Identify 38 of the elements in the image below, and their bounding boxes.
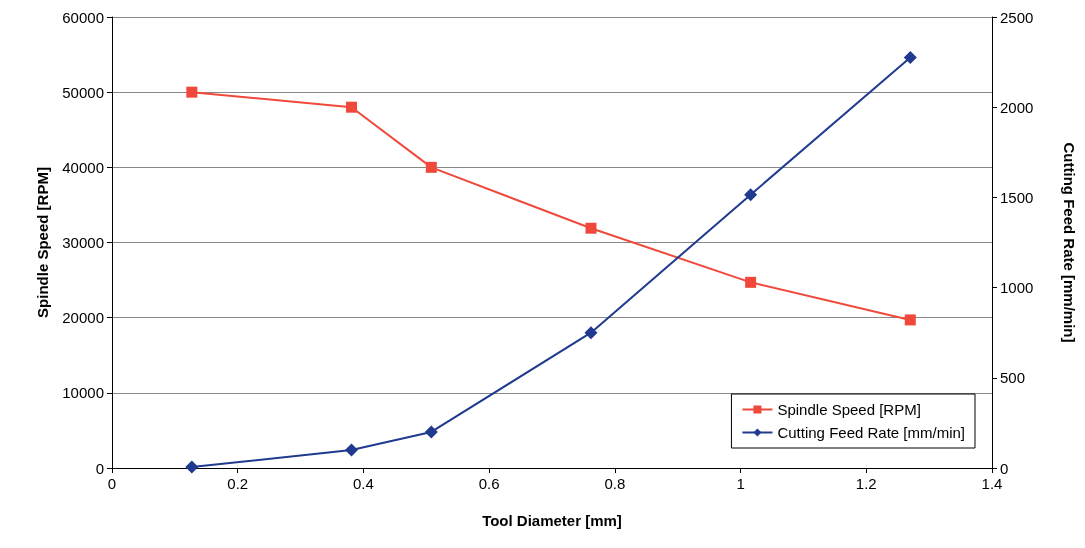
- y2-tick-label: 0: [1000, 459, 1009, 477]
- point: [344, 443, 358, 457]
- point: [425, 161, 437, 173]
- point: [904, 314, 916, 326]
- y2-tick-label: 2500: [1000, 8, 1034, 26]
- y-tick-label: 0: [95, 459, 104, 477]
- point: [903, 51, 917, 65]
- point: [584, 326, 598, 340]
- y-tick-label: 10000: [62, 384, 104, 402]
- x-tick-label: 0: [107, 475, 117, 492]
- x-axis-title: Tool Diameter [mm]: [482, 512, 622, 529]
- x-tick-label: 0.8: [604, 475, 626, 492]
- x-tick-label: 0.4: [353, 475, 374, 492]
- x-tick-label: 0.6: [478, 475, 500, 492]
- point: [185, 460, 199, 474]
- x-tick-label: 0.2: [227, 475, 249, 492]
- y-tick-label: 40000: [62, 158, 104, 176]
- y-tick-label: 30000: [62, 234, 104, 251]
- x-tick-label: 1.2: [855, 475, 877, 492]
- point: [345, 101, 357, 113]
- x-tick-label: 1: [736, 475, 745, 492]
- y2-axis-title: Cutting Feed Rate [mm/min]: [1061, 142, 1078, 343]
- point: [186, 86, 198, 98]
- legend-label: Cutting Feed Rate [mm/min]: [777, 424, 966, 441]
- point: [744, 188, 758, 202]
- y2-tick-label: 2000: [1000, 98, 1034, 116]
- y-axis-title: Spindle Speed [RPM]: [34, 167, 51, 318]
- y2-tick-label: 1000: [1000, 279, 1034, 297]
- point: [424, 425, 438, 439]
- y2-tick-label: 1500: [1000, 188, 1034, 206]
- x-tick-label: 1.4: [981, 475, 1003, 492]
- y2-tick-label: 500: [1000, 369, 1026, 387]
- y-tick-label: 50000: [62, 83, 104, 101]
- point: [745, 276, 757, 288]
- legend-label: Spindle Speed [RPM]: [777, 401, 921, 418]
- point: [585, 222, 597, 234]
- y-tick-label: 60000: [62, 8, 104, 26]
- y-tick-label: 20000: [62, 309, 104, 327]
